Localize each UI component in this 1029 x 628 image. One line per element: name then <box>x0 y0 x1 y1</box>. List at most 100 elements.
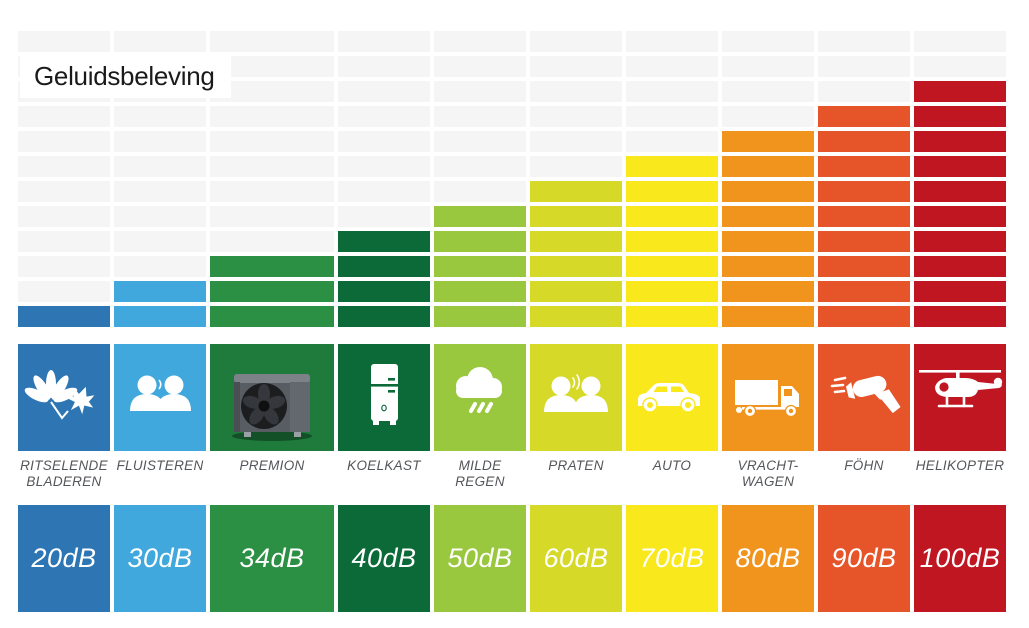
grid-empty-block <box>530 106 622 127</box>
grid-empty-block <box>722 81 814 102</box>
grid-empty-block <box>818 81 910 102</box>
grid-empty-block <box>114 231 206 252</box>
bar-block-vracht-wagen <box>722 156 814 177</box>
bar-block-premion <box>210 256 334 277</box>
bar-block-fohn <box>818 281 910 302</box>
grid-empty-block <box>434 31 526 52</box>
bar-block-vracht-wagen <box>722 231 814 252</box>
icon-tile-fohn <box>818 344 910 451</box>
grid-empty-block <box>210 81 334 102</box>
grid-empty-block <box>114 206 206 227</box>
grid-empty-block <box>338 106 430 127</box>
category-label-line: VRACHT- <box>737 458 799 473</box>
grid-empty-block <box>210 131 334 152</box>
grid-empty-block <box>434 56 526 77</box>
bar-block-helikopter <box>914 81 1006 102</box>
category-label-line: AUTO <box>652 458 692 473</box>
bar-column-auto <box>626 31 718 327</box>
grid-empty-block <box>210 206 334 227</box>
grid-empty-block <box>338 56 430 77</box>
bar-block-helikopter <box>914 231 1006 252</box>
grid-empty-block <box>434 156 526 177</box>
grid-empty-block <box>914 56 1006 77</box>
grid-empty-block <box>722 31 814 52</box>
grid-empty-block <box>18 206 110 227</box>
bar-block-helikopter <box>914 131 1006 152</box>
bar-block-praten <box>530 231 622 252</box>
bar-block-auto <box>626 231 718 252</box>
bar-block-vracht-wagen <box>722 206 814 227</box>
grid-empty-block <box>626 106 718 127</box>
grid-empty-block <box>626 56 718 77</box>
chart-title-box: Geluidsbeleving <box>20 54 231 98</box>
grid-empty-block <box>18 281 110 302</box>
car-icon <box>638 383 700 413</box>
bar-block-auto <box>626 281 718 302</box>
bar-column-milde-regen <box>434 31 526 327</box>
bar-block-praten <box>530 256 622 277</box>
category-label-line: FÖHN <box>844 458 884 473</box>
bar-column-vracht-wagen <box>722 31 814 327</box>
icon-tile-ritselende-bladeren <box>18 344 110 451</box>
grid-empty-block <box>626 131 718 152</box>
grid-empty-block <box>18 31 110 52</box>
grid-empty-block <box>114 156 206 177</box>
grid-empty-block <box>210 181 334 202</box>
grid-empty-block <box>114 181 206 202</box>
grid-empty-block <box>914 31 1006 52</box>
grid-empty-block <box>818 56 910 77</box>
grid-empty-block <box>210 231 334 252</box>
bar-block-fohn <box>818 131 910 152</box>
bar-block-auto <box>626 156 718 177</box>
bar-block-auto <box>626 206 718 227</box>
talking-people-icon <box>544 374 608 412</box>
grid-empty-block <box>530 31 622 52</box>
grid-empty-block <box>338 156 430 177</box>
bar-block-milde-regen <box>434 231 526 252</box>
leaves-icon <box>24 370 95 420</box>
db-value-tile-vracht-wagen: 80dB <box>722 505 814 612</box>
hair-dryer-icon <box>830 375 901 414</box>
bar-block-fohn <box>818 156 910 177</box>
bar-block-milde-regen <box>434 281 526 302</box>
bar-block-praten <box>530 306 622 327</box>
bar-block-vracht-wagen <box>722 256 814 277</box>
grid-empty-block <box>818 31 910 52</box>
grid-empty-block <box>626 31 718 52</box>
grid-empty-block <box>18 156 110 177</box>
grid-empty-block <box>722 56 814 77</box>
bar-block-auto <box>626 256 718 277</box>
grid-empty-block <box>530 56 622 77</box>
bar-block-milde-regen <box>434 256 526 277</box>
icon-tile-premion <box>210 344 334 451</box>
db-values-row: 20dB 30dB 34dB 40dB 50dB 60dB 70dB 80dB 90dB 100d… <box>18 505 1006 612</box>
grid-empty-block <box>210 31 334 52</box>
grid-empty-block <box>626 81 718 102</box>
grid-empty-block <box>210 56 334 77</box>
bar-block-fohn <box>818 306 910 327</box>
grid-empty-block <box>114 106 206 127</box>
category-label-line: BLADEREN <box>26 474 102 489</box>
grid-empty-block <box>210 106 334 127</box>
category-label-line: HELIKOPTER <box>915 458 1005 473</box>
grid-empty-block <box>338 81 430 102</box>
bar-column-fohn <box>818 31 910 327</box>
bar-block-praten <box>530 181 622 202</box>
bar-block-fluisteren <box>114 306 206 327</box>
bar-block-koelkast <box>338 256 430 277</box>
grid-empty-block <box>18 256 110 277</box>
heat-pump-image <box>232 374 312 441</box>
bar-block-vracht-wagen <box>722 181 814 202</box>
grid-empty-block <box>722 106 814 127</box>
bar-block-praten <box>530 281 622 302</box>
category-label-milde-regen: MILDE REGEN <box>434 458 526 490</box>
category-label-ritselende-bladeren: RITSELENDE BLADEREN <box>18 458 110 490</box>
bar-block-milde-regen <box>434 206 526 227</box>
category-label-vracht-wagen: VRACHT- WAGEN <box>722 458 814 490</box>
bar-block-vracht-wagen <box>722 306 814 327</box>
bar-column-praten <box>530 31 622 327</box>
bar-block-helikopter <box>914 206 1006 227</box>
grid-empty-block <box>434 81 526 102</box>
icon-tile-auto <box>626 344 718 451</box>
